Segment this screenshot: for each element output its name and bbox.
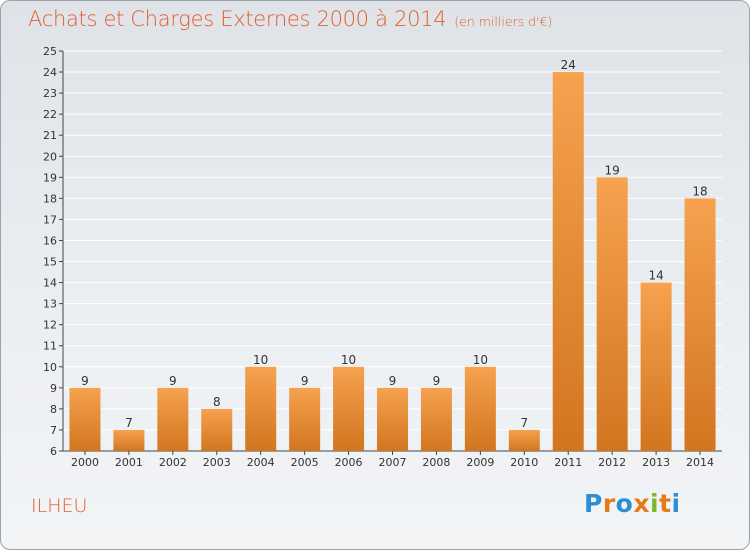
bar-2013 [640, 282, 672, 451]
x-tick-label: 2004 [247, 456, 275, 469]
data-label: 10 [341, 353, 356, 367]
bar-2012 [596, 177, 628, 451]
x-tick-label: 2009 [466, 456, 494, 469]
chart-title: Achats et Charges Externes 2000 à 2014 (e… [28, 7, 552, 31]
bar-2001 [113, 429, 145, 451]
x-tick-label: 2014 [686, 456, 714, 469]
data-label: 7 [125, 416, 133, 430]
data-label: 24 [561, 58, 576, 72]
bar-2002 [157, 387, 189, 451]
data-label: 7 [520, 416, 528, 430]
y-tick-label: 20 [43, 150, 57, 163]
bars [69, 72, 716, 451]
data-label: 9 [301, 374, 309, 388]
logo-letter: t [659, 489, 672, 518]
y-tick-label: 24 [43, 66, 57, 79]
x-tick-label: 2013 [642, 456, 670, 469]
y-tick-label: 19 [43, 171, 57, 184]
data-labels: 9 7 9 8 10 9 10 9 9 10 7 24 19 14 18 [81, 58, 708, 430]
x-tick-label: 2011 [554, 456, 582, 469]
x-tick-label: 2010 [510, 456, 538, 469]
logo-letter: i [671, 489, 681, 518]
y-tick-label: 14 [43, 277, 57, 290]
commune-name: ILHEU [31, 495, 88, 517]
proxiti-logo: Proxiti [584, 489, 681, 518]
x-tick-label: 2003 [203, 456, 231, 469]
y-tick-label: 16 [43, 234, 57, 247]
x-tick-label: 2005 [291, 456, 319, 469]
x-tick-label: 2006 [335, 456, 363, 469]
bar-2004 [245, 366, 277, 451]
bar-2008 [420, 387, 452, 451]
x-tick-label: 2000 [71, 456, 99, 469]
y-tick-label: 18 [43, 192, 57, 205]
x-tick-label: 2002 [159, 456, 187, 469]
bar-2009 [464, 366, 496, 451]
data-label: 9 [81, 374, 89, 388]
bar-2005 [289, 387, 321, 451]
y-tick-label: 21 [43, 129, 57, 142]
bar-2006 [333, 366, 365, 451]
logo-letter: o [615, 489, 634, 518]
logo-letter: i [650, 489, 660, 518]
logo-letter: P [584, 489, 603, 518]
logo-letter: r [602, 489, 616, 518]
y-tick-label: 10 [43, 361, 57, 374]
bar-2011 [552, 72, 584, 451]
data-label: 9 [169, 374, 177, 388]
data-label: 19 [605, 163, 620, 177]
y-tick-label: 12 [43, 319, 57, 332]
y-tick-label: 6 [50, 445, 57, 458]
data-label: 9 [389, 374, 397, 388]
data-label: 10 [473, 353, 488, 367]
x-tick-label: 2007 [379, 456, 407, 469]
chart-subtitle: (en milliers d'€) [454, 14, 553, 29]
y-tick-label: 9 [50, 382, 57, 395]
data-label: 14 [648, 269, 663, 283]
y-tick-label: 11 [43, 340, 57, 353]
bar-2003 [201, 408, 233, 451]
x-tick-label: 2012 [598, 456, 626, 469]
x-tick-label: 2001 [115, 456, 143, 469]
y-tick-label: 25 [43, 45, 57, 58]
chart-title-text: Achats et Charges Externes 2000 à 2014 [28, 7, 447, 31]
bar-2000 [69, 387, 101, 451]
logo-letter: x [633, 489, 650, 518]
bar-2014 [684, 198, 716, 451]
data-label: 8 [213, 395, 221, 409]
data-label: 18 [692, 184, 707, 198]
y-tick-label: 13 [43, 298, 57, 311]
y-tick-label: 23 [43, 87, 57, 100]
bar-2007 [377, 387, 408, 451]
y-tick-label: 8 [50, 403, 57, 416]
x-tick-label: 2008 [422, 456, 450, 469]
y-tick-label: 17 [43, 213, 57, 226]
data-label: 9 [433, 374, 441, 388]
y-tick-label: 15 [43, 256, 57, 269]
y-tick-label: 7 [50, 424, 57, 437]
data-label: 10 [253, 353, 268, 367]
y-tick-label: 22 [43, 108, 57, 121]
bar-2010 [508, 429, 540, 451]
